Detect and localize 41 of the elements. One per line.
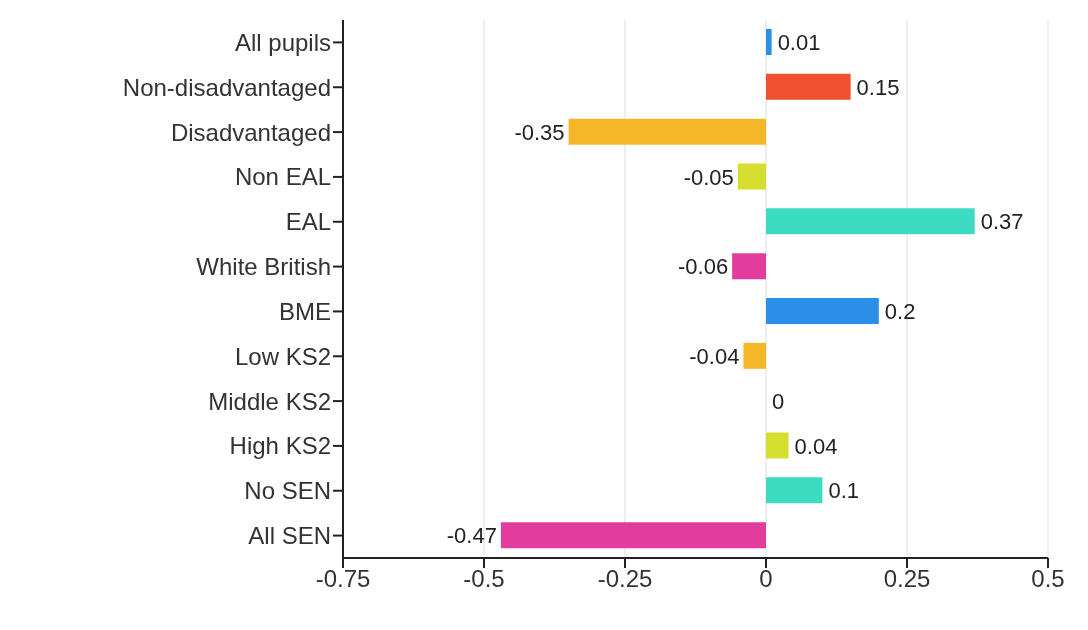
- data-label: 0.1: [828, 478, 859, 504]
- bar: [766, 477, 823, 504]
- y-tick-label: Middle KS2: [208, 387, 331, 415]
- bar: [766, 73, 851, 100]
- data-label: 0.01: [777, 30, 821, 56]
- data-label: 0.2: [884, 299, 916, 325]
- data-label: 0: [772, 388, 785, 414]
- y-tick-label: Non-disadvantaged: [122, 73, 331, 101]
- data-label: -0.04: [689, 343, 740, 369]
- y-tick-label: All SEN: [248, 522, 331, 550]
- x-tick-label: -0.25: [597, 565, 653, 593]
- data-label: 0.04: [794, 433, 838, 459]
- y-tick-label: Non EAL: [234, 163, 331, 191]
- y-tick-label: BME: [278, 297, 331, 325]
- bar: [737, 163, 766, 190]
- data-label: 0.37: [980, 209, 1024, 235]
- y-tick-label: EAL: [285, 208, 331, 236]
- x-tick-label: -0.5: [463, 565, 505, 593]
- y-tick-label: Low KS2: [234, 342, 331, 370]
- y-tick-label: All pupils: [234, 28, 331, 56]
- data-label: -0.05: [683, 164, 734, 190]
- x-tick-label: -0.75: [315, 565, 371, 593]
- data-label: -0.47: [446, 523, 497, 549]
- bar: [500, 522, 766, 549]
- data-label: -0.35: [514, 119, 565, 145]
- data-label: 0.15: [856, 74, 900, 100]
- bar: [568, 118, 766, 145]
- data-label: -0.06: [678, 254, 729, 280]
- y-tick-label: White British: [196, 253, 331, 281]
- bar: [732, 253, 766, 280]
- bar: [766, 208, 975, 235]
- bar: [766, 432, 789, 459]
- bar: [766, 298, 879, 324]
- bar: [766, 29, 772, 55]
- x-tick-label: 0.25: [883, 565, 931, 593]
- y-tick-label: High KS2: [229, 432, 331, 460]
- y-tick-label: No SEN: [244, 477, 331, 505]
- y-tick-label: Disadvantaged: [170, 118, 331, 146]
- x-tick-label: 0: [759, 565, 773, 593]
- x-tick-label: 0.5: [1031, 565, 1065, 593]
- bar: [743, 342, 766, 369]
